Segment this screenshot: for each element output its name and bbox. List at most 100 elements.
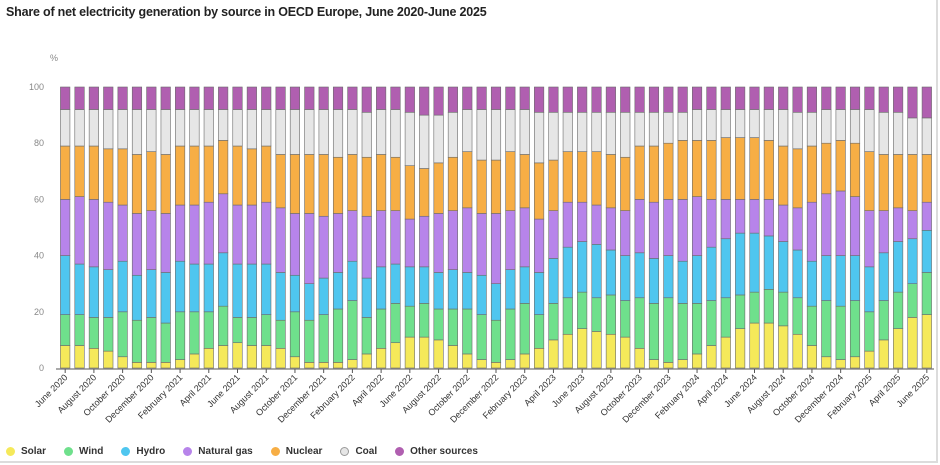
bar-segment-natural-gas <box>763 199 774 237</box>
bar-stack <box>534 86 545 369</box>
bar-segment-hydro <box>332 272 344 310</box>
bar-segment-natural-gas <box>778 204 789 242</box>
bar-segment-wind <box>792 297 803 335</box>
bar-segment-nuclear <box>462 151 473 209</box>
bar-segment-solar <box>519 353 530 369</box>
bar-segment-coal <box>835 109 846 141</box>
bar-segment-natural-gas <box>347 210 358 262</box>
bar-segment-hydro <box>591 244 602 299</box>
bar-stack <box>519 86 530 369</box>
bar-segment-nuclear <box>735 137 746 200</box>
legend-label: Other sources <box>410 446 478 457</box>
bar-stack <box>620 86 631 369</box>
bar-segment-coal <box>778 109 789 147</box>
bar-segment-other-sources <box>261 86 272 110</box>
bar-stack <box>419 86 430 369</box>
bar-segment-wind <box>419 303 430 338</box>
legend-item-nuclear: Nuclear <box>270 446 322 457</box>
bar-segment-natural-gas <box>462 207 473 273</box>
bar-segment-nuclear <box>792 148 803 209</box>
bar-segment-solar <box>433 339 444 369</box>
bar-segment-natural-gas <box>419 215 430 268</box>
bar-segment-solar <box>893 328 904 369</box>
bar-segment-other-sources <box>806 86 817 113</box>
bar-segment-wind <box>189 311 200 355</box>
bar-segment-wind <box>720 297 731 338</box>
bar-segment-hydro <box>376 266 387 310</box>
bar-segment-nuclear <box>419 168 430 217</box>
bar-stack <box>146 86 157 369</box>
bar-segment-solar <box>505 359 516 369</box>
bar-segment-solar <box>447 345 458 369</box>
bar-segment-solar <box>792 333 803 369</box>
bar-segment-wind <box>490 319 502 363</box>
bar-segment-hydro <box>849 255 861 301</box>
y-tick-label: 0 <box>39 363 44 373</box>
bar-segment-coal <box>821 109 832 144</box>
bar-segment-wind <box>806 305 817 346</box>
bar-stack <box>921 86 932 369</box>
bar-segment-nuclear <box>749 137 760 200</box>
bar-segment-hydro <box>218 252 229 307</box>
bar-segment-coal <box>548 111 559 161</box>
bar-segment-nuclear <box>146 151 157 211</box>
bar-segment-natural-gas <box>146 210 157 270</box>
bar-segment-coal <box>893 111 904 155</box>
bar-stack <box>706 86 717 369</box>
y-tick-label: 100 <box>29 82 44 92</box>
bar-segment-solar <box>318 362 329 369</box>
bar-segment-other-sources <box>893 86 904 113</box>
bar-stack <box>691 86 703 369</box>
bar-segment-coal <box>519 109 530 155</box>
bar-segment-other-sources <box>720 86 731 110</box>
bar-segment-other-sources <box>332 86 344 110</box>
bar-segment-hydro <box>749 232 760 293</box>
bar-stack <box>749 86 760 369</box>
bar-segment-solar <box>878 339 889 369</box>
bar-stack <box>763 86 774 369</box>
bar-segment-coal <box>706 109 717 141</box>
bar-segment-coal <box>203 109 214 147</box>
bar-stack <box>189 86 200 369</box>
bar-segment-hydro <box>691 255 703 304</box>
bar-segment-hydro <box>907 238 918 285</box>
bar-segment-other-sources <box>404 86 415 113</box>
legend-label: Solar <box>21 446 47 457</box>
bar-segment-other-sources <box>88 86 99 110</box>
bar-stack <box>74 86 85 369</box>
bar-segment-nuclear <box>88 145 99 200</box>
y-tick-label: 60 <box>34 194 44 204</box>
bar-segment-nuclear <box>447 156 458 211</box>
bar-segment-coal <box>763 109 774 141</box>
bar-segment-hydro <box>806 260 817 307</box>
bar-segment-nuclear <box>160 154 171 214</box>
bar-stack <box>332 86 344 369</box>
bar-segment-solar <box>620 336 631 369</box>
bar-segment-other-sources <box>433 86 444 116</box>
bar-segment-coal <box>490 109 502 161</box>
bar-segment-wind <box>60 314 71 346</box>
bar-segment-hydro <box>289 274 301 313</box>
bar-segment-hydro <box>160 272 171 324</box>
bar-stack <box>203 86 214 369</box>
bar-segment-nuclear <box>376 154 387 211</box>
bar-segment-coal <box>131 109 143 155</box>
legend-item-other-sources: Other sources <box>395 446 478 457</box>
bar-segment-other-sources <box>361 86 372 113</box>
bar-stack <box>720 86 731 369</box>
bar-segment-wind <box>404 305 415 338</box>
bar-segment-hydro <box>490 283 502 321</box>
bar-segment-natural-gas <box>289 213 301 276</box>
legend-marker-icon <box>121 447 131 456</box>
bar-segment-other-sources <box>577 86 588 113</box>
bar-segment-other-sources <box>562 86 573 113</box>
bar-segment-wind <box>131 319 143 363</box>
bar-stack <box>131 86 143 369</box>
bar-segment-solar <box>835 359 846 369</box>
legend-item-solar: Solar <box>6 446 46 457</box>
bar-segment-other-sources <box>74 86 85 110</box>
bar-segment-nuclear <box>634 145 645 200</box>
bar-segment-wind <box>462 308 473 355</box>
bar-segment-wind <box>749 291 760 324</box>
